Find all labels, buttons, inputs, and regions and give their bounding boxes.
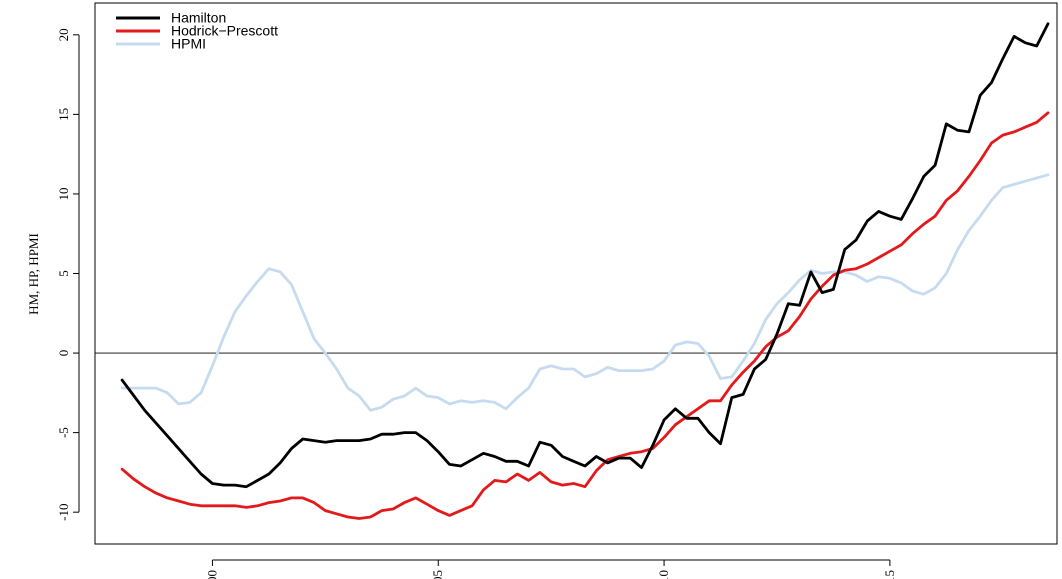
series-line-hodrick-prescott <box>120 111 1050 520</box>
y-tick-label: 10 <box>56 187 71 200</box>
series-line-hpmi <box>120 173 1050 412</box>
x-tick-label: 2015 <box>882 570 897 579</box>
series-line-hamilton <box>120 22 1050 489</box>
x-axis: 2000 2005 2010 2015 <box>204 559 897 579</box>
y-tick-label: -5 <box>56 427 71 438</box>
series-layer <box>120 22 1050 520</box>
x-tick-label: 2005 <box>430 570 445 579</box>
x-tick-label: 2010 <box>656 570 671 579</box>
y-tick-label: -10 <box>56 504 71 521</box>
legend-label: Hodrick−Prescott <box>171 23 278 39</box>
y-tick-label: 0 <box>56 350 71 357</box>
legend-label: HPMI <box>171 36 206 52</box>
y-tick-label: 15 <box>56 108 71 121</box>
y-tick-label: 20 <box>56 28 71 41</box>
legend-label: Hamilton <box>171 10 226 26</box>
plot-frame <box>94 2 1058 545</box>
y-axis: -10 -5 0 5 10 15 20 <box>56 28 80 521</box>
x-tick-label: 2000 <box>204 570 219 579</box>
y-axis-label: HM, HP, HPMI <box>26 233 41 315</box>
y-tick-label: 5 <box>56 270 71 277</box>
